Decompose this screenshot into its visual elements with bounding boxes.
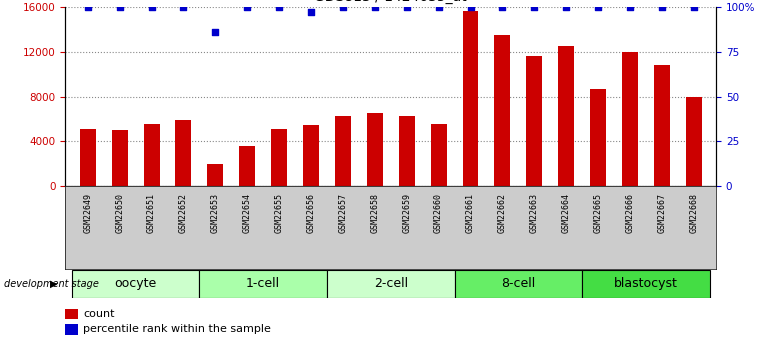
- Point: [656, 4, 668, 10]
- Point: [369, 4, 381, 10]
- Point: [464, 4, 477, 10]
- Point: [241, 4, 253, 10]
- Point: [82, 4, 94, 10]
- Point: [592, 4, 604, 10]
- Bar: [590, 89, 606, 186]
- Text: blastocyst: blastocyst: [614, 277, 678, 290]
- Bar: [239, 146, 255, 186]
- Text: count: count: [83, 309, 115, 319]
- FancyBboxPatch shape: [199, 270, 327, 298]
- FancyBboxPatch shape: [454, 270, 582, 298]
- Text: GSM22667: GSM22667: [658, 193, 666, 233]
- Text: percentile rank within the sample: percentile rank within the sample: [83, 325, 271, 334]
- Bar: [494, 35, 511, 186]
- Bar: [527, 56, 542, 186]
- Text: GSM22668: GSM22668: [689, 193, 698, 233]
- Text: GSM22660: GSM22660: [434, 193, 443, 233]
- Text: 8-cell: 8-cell: [501, 277, 535, 290]
- Point: [528, 4, 541, 10]
- Point: [624, 4, 636, 10]
- Text: GSM22663: GSM22663: [530, 193, 539, 233]
- Text: GSM22665: GSM22665: [594, 193, 603, 233]
- Bar: [686, 97, 701, 186]
- Bar: [399, 116, 415, 186]
- Point: [400, 4, 413, 10]
- Text: GSM22658: GSM22658: [370, 193, 380, 233]
- Text: oocyte: oocyte: [115, 277, 157, 290]
- Text: GSM22655: GSM22655: [275, 193, 283, 233]
- Bar: [65, 324, 79, 335]
- Text: ▶: ▶: [50, 279, 58, 289]
- Point: [336, 4, 349, 10]
- Text: GSM22649: GSM22649: [83, 193, 92, 233]
- Point: [496, 4, 508, 10]
- Point: [209, 29, 222, 35]
- Point: [560, 4, 572, 10]
- Bar: [335, 116, 351, 186]
- Text: GSM22662: GSM22662: [498, 193, 507, 233]
- Bar: [654, 65, 670, 186]
- Text: GSM22664: GSM22664: [561, 193, 571, 233]
- Bar: [112, 130, 128, 186]
- Bar: [207, 164, 223, 186]
- Point: [433, 4, 445, 10]
- FancyBboxPatch shape: [72, 270, 199, 298]
- FancyBboxPatch shape: [582, 270, 710, 298]
- Bar: [622, 52, 638, 186]
- Bar: [271, 129, 287, 186]
- Text: GSM22657: GSM22657: [339, 193, 347, 233]
- Bar: [558, 46, 574, 186]
- Text: GSM22656: GSM22656: [306, 193, 316, 233]
- Text: development stage: development stage: [4, 279, 99, 289]
- Text: 2-cell: 2-cell: [373, 277, 408, 290]
- Bar: [176, 120, 192, 186]
- Point: [305, 10, 317, 15]
- Text: GSM22654: GSM22654: [243, 193, 252, 233]
- Title: GDS813 / 1424635_at: GDS813 / 1424635_at: [314, 0, 467, 4]
- FancyBboxPatch shape: [327, 270, 454, 298]
- Text: GSM22666: GSM22666: [625, 193, 634, 233]
- Text: GSM22651: GSM22651: [147, 193, 156, 233]
- Text: GSM22652: GSM22652: [179, 193, 188, 233]
- Point: [113, 4, 126, 10]
- Point: [688, 4, 700, 10]
- Bar: [430, 124, 447, 186]
- Point: [146, 4, 158, 10]
- Text: GSM22653: GSM22653: [211, 193, 220, 233]
- Bar: [65, 309, 79, 319]
- Text: GSM22659: GSM22659: [402, 193, 411, 233]
- Bar: [80, 129, 95, 186]
- Bar: [143, 124, 159, 186]
- Text: 1-cell: 1-cell: [246, 277, 280, 290]
- Bar: [303, 125, 319, 186]
- Text: GSM22650: GSM22650: [116, 193, 124, 233]
- Point: [177, 4, 189, 10]
- Point: [273, 4, 286, 10]
- Bar: [367, 114, 383, 186]
- Text: GSM22661: GSM22661: [466, 193, 475, 233]
- Bar: [463, 11, 478, 186]
